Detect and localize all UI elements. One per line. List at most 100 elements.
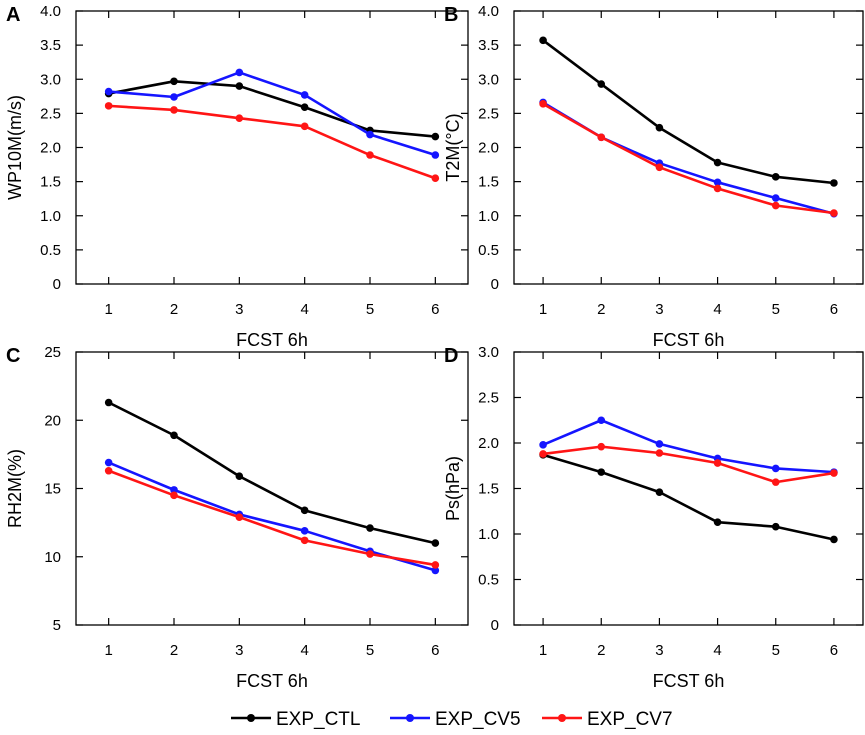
chart-panel-a: A 0 0.5 1.0 1.5 2.0 2.5 3.0 3.5 4.0 1 2 3 4 5 6 FCST 6h W… [5, 3, 469, 350]
legend-marker [406, 714, 414, 722]
series-exp-cv5 [104, 68, 440, 159]
x-tick-label: 3 [235, 642, 243, 659]
legend-label: EXP_CV5 [435, 709, 521, 730]
data-point [655, 488, 664, 496]
data-point [431, 151, 440, 159]
data-point [597, 468, 606, 476]
data-point [771, 173, 780, 181]
legend-label: EXP_CV7 [587, 709, 673, 730]
data-point [300, 91, 309, 99]
x-tick-label: 3 [235, 301, 243, 318]
data-point [170, 491, 178, 500]
chart-panel-c: C 5 10 15 20 25 1 2 3 4 5 6 FCST 6h RH2M(%) [5, 344, 469, 691]
x-tick-label: 4 [300, 642, 308, 659]
chart-panel-d: D 0 0.5 1.0 1.5 2.0 2.5 3.0 1 2 3 4 5 6 FCST 6h Ps(hPa) [443, 344, 864, 691]
data-point [170, 77, 178, 86]
x-tick-label: 6 [830, 642, 838, 659]
data-point [713, 178, 722, 187]
data-point [104, 458, 113, 467]
data-point [597, 133, 606, 142]
panel-label: A [6, 4, 20, 26]
data-point [104, 466, 113, 475]
y-tick-label: 1.5 [478, 481, 499, 498]
series-line [542, 418, 834, 474]
y-tick-label: 3.5 [478, 37, 499, 54]
data-point [104, 102, 113, 110]
data-point [539, 450, 547, 458]
panels: A 0 0.5 1.0 1.5 2.0 2.5 3.0 3.5 4.0 1 2 3 4 5 6 FCST 6h W… [5, 3, 864, 691]
y-tick-label: 25 [44, 344, 61, 361]
panel-label: D [444, 345, 458, 367]
x-axis-label: FCST 6h [653, 330, 725, 350]
series-exp-ctl [104, 77, 440, 141]
data-point [655, 440, 664, 448]
data-point [539, 441, 547, 449]
y-tick-label: 4.0 [40, 3, 61, 20]
x-tick-label: 5 [772, 301, 780, 318]
x-tick-label: 6 [431, 642, 439, 659]
legend: EXP_CTL EXP_CV5 EXP_CV7 [231, 709, 673, 730]
x-tick-label: 1 [104, 301, 112, 318]
y-tick-label: 0 [53, 276, 61, 293]
data-point [431, 174, 440, 183]
y-tick-label: 4.0 [478, 3, 499, 20]
x-tick-label: 4 [713, 642, 721, 659]
data-point [300, 506, 309, 515]
series-line [108, 71, 436, 157]
y-tick-label: 2.5 [40, 105, 61, 122]
data-point [771, 201, 780, 210]
series-line [108, 79, 436, 138]
y-tick-label: 1.5 [478, 174, 499, 191]
y-tick-label: 15 [44, 481, 61, 498]
legend-item-exp-ctl: EXP_CTL [231, 709, 360, 730]
data-point [300, 122, 309, 131]
y-axis-label: RH2M(%) [5, 449, 25, 528]
series-line [542, 453, 835, 541]
legend-marker [247, 714, 255, 722]
legend-marker [558, 714, 566, 722]
data-point [771, 464, 780, 473]
x-tick-label: 4 [713, 301, 721, 318]
data-point [235, 82, 244, 90]
data-point [300, 103, 309, 112]
data-point [771, 194, 780, 202]
x-tick-label: 1 [539, 642, 547, 659]
data-point [830, 209, 838, 217]
data-point [170, 106, 178, 114]
chart-panel-b: B 0 0.5 1.0 1.5 2.0 2.5 3.0 3.5 4.0 1 2 3 4 5 6 FCST 6h T… [443, 3, 864, 350]
x-axis-label: FCST 6h [236, 330, 308, 350]
x-tick-label: 1 [104, 642, 112, 659]
series-exp-cv7 [539, 442, 838, 486]
series-line [542, 101, 835, 215]
x-axis-label: FCST 6h [236, 671, 308, 691]
series-line [542, 445, 835, 484]
data-point [597, 442, 606, 451]
y-tick-label: 0.5 [478, 242, 499, 259]
panel-label: C [6, 345, 20, 367]
y-tick-label: 0.5 [40, 242, 61, 259]
plot-frame [75, 351, 469, 626]
data-point [830, 535, 838, 544]
data-point [104, 87, 113, 96]
y-tick-label: 2.0 [478, 435, 499, 452]
data-point [431, 566, 440, 575]
data-point [830, 469, 838, 477]
y-axis-label: Ps(hPa) [443, 456, 463, 521]
y-tick-label: 0 [491, 617, 499, 634]
y-tick-label: 20 [44, 412, 61, 429]
x-tick-label: 3 [655, 642, 663, 659]
data-point [655, 449, 664, 457]
y-tick-label: 5 [53, 617, 61, 634]
y-tick-label: 3.0 [478, 344, 499, 361]
data-point [170, 431, 178, 440]
series-exp-cv5 [539, 98, 838, 218]
data-point [366, 130, 374, 139]
y-tick-label: 3.5 [40, 37, 61, 54]
data-point [597, 416, 606, 425]
panel-label: B [444, 4, 458, 26]
y-axis-label: WP10M(m/s) [5, 95, 25, 200]
series-exp-cv7 [104, 102, 440, 183]
x-tick-label: 2 [597, 642, 605, 659]
data-point [431, 561, 440, 569]
data-point [366, 524, 374, 532]
